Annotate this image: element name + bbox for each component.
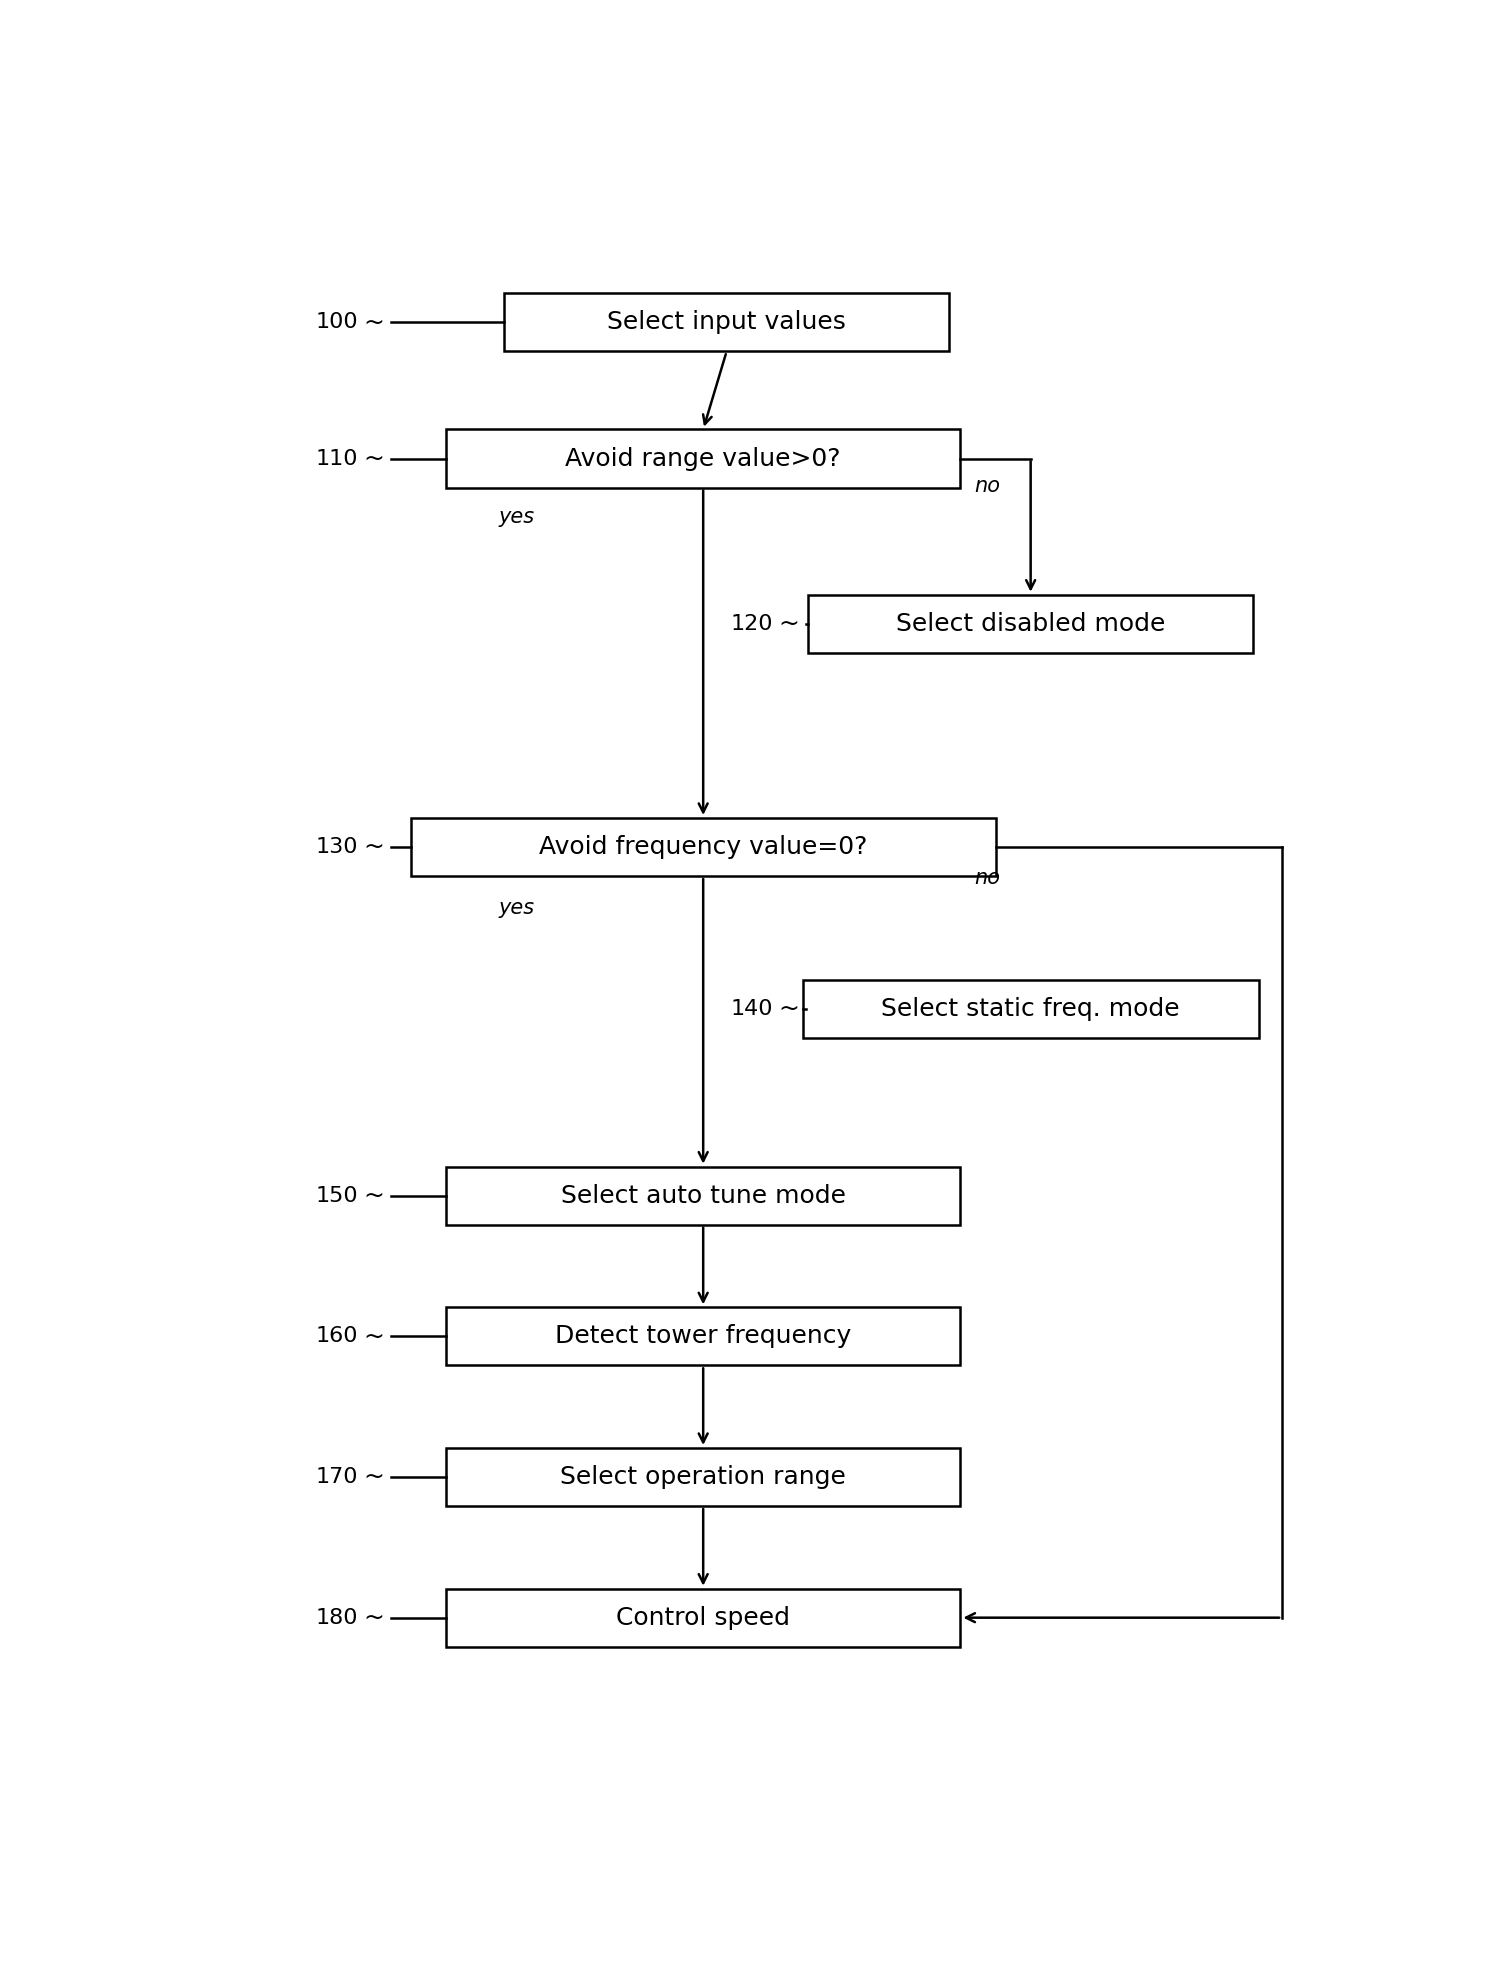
Text: Select input values: Select input values bbox=[607, 310, 847, 334]
Text: 150: 150 bbox=[315, 1186, 358, 1206]
Text: Avoid range value>0?: Avoid range value>0? bbox=[566, 447, 841, 471]
Text: Select auto tune mode: Select auto tune mode bbox=[561, 1184, 845, 1207]
FancyBboxPatch shape bbox=[504, 294, 949, 352]
Text: no: no bbox=[975, 868, 1000, 888]
Text: ~: ~ bbox=[362, 310, 383, 334]
Text: ~: ~ bbox=[362, 834, 383, 860]
Text: 170: 170 bbox=[315, 1468, 358, 1488]
FancyBboxPatch shape bbox=[447, 1307, 961, 1364]
Text: 130: 130 bbox=[315, 836, 358, 856]
FancyBboxPatch shape bbox=[447, 1448, 961, 1505]
Text: Select static freq. mode: Select static freq. mode bbox=[881, 997, 1180, 1021]
Text: no: no bbox=[975, 477, 1000, 496]
Text: Control speed: Control speed bbox=[616, 1605, 791, 1631]
FancyBboxPatch shape bbox=[447, 1589, 961, 1646]
FancyBboxPatch shape bbox=[447, 429, 961, 489]
Text: 160: 160 bbox=[315, 1327, 358, 1347]
Text: Select disabled mode: Select disabled mode bbox=[896, 612, 1165, 636]
Text: ~: ~ bbox=[362, 447, 383, 471]
Text: 180: 180 bbox=[315, 1609, 358, 1629]
Text: ~: ~ bbox=[362, 1605, 383, 1631]
Text: Select operation range: Select operation range bbox=[560, 1466, 847, 1490]
Text: Avoid frequency value=0?: Avoid frequency value=0? bbox=[539, 834, 868, 860]
Text: ~: ~ bbox=[779, 997, 798, 1021]
Text: Detect tower frequency: Detect tower frequency bbox=[555, 1325, 851, 1348]
Text: ~: ~ bbox=[362, 1184, 383, 1207]
FancyBboxPatch shape bbox=[447, 1166, 961, 1225]
Text: yes: yes bbox=[498, 898, 534, 918]
Text: ~: ~ bbox=[779, 612, 798, 636]
FancyBboxPatch shape bbox=[410, 818, 996, 876]
Text: yes: yes bbox=[498, 506, 534, 526]
Text: 140: 140 bbox=[730, 999, 774, 1019]
FancyBboxPatch shape bbox=[803, 979, 1259, 1039]
Text: 100: 100 bbox=[315, 312, 358, 332]
Text: 110: 110 bbox=[315, 449, 358, 469]
Text: ~: ~ bbox=[362, 1466, 383, 1490]
FancyBboxPatch shape bbox=[809, 594, 1252, 653]
Text: ~: ~ bbox=[362, 1325, 383, 1348]
Text: 120: 120 bbox=[730, 614, 774, 634]
